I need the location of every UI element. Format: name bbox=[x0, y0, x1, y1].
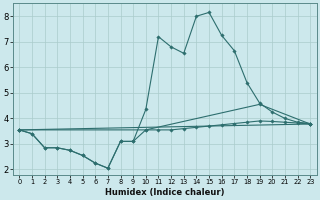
X-axis label: Humidex (Indice chaleur): Humidex (Indice chaleur) bbox=[105, 188, 225, 197]
